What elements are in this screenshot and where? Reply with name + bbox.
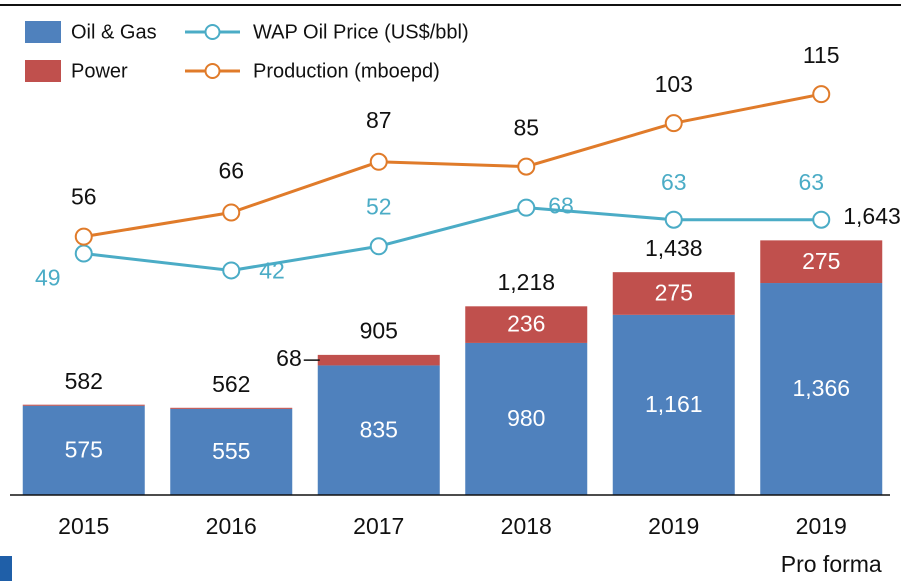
legend-swatch (25, 21, 61, 43)
line-series (83, 206, 822, 272)
x-tick-label: 2017 (353, 513, 404, 539)
bar-value-label: 1,366 (792, 375, 850, 401)
legend-label: WAP Oil Price (US$/bbl) (253, 21, 469, 43)
line-marker (369, 237, 388, 256)
x-tick-label: 2019 (648, 513, 699, 539)
line-marker (369, 152, 388, 171)
bar-segment (22, 404, 145, 406)
bar-segment (170, 407, 293, 409)
bar-segment (465, 342, 588, 495)
line-value-label: 63 (798, 169, 824, 195)
line-marker (222, 203, 241, 222)
x-tick-label: 2019 (796, 513, 847, 539)
total-label: 582 (65, 368, 103, 394)
line-value-label: 115 (803, 42, 840, 68)
legend-label: Power (71, 60, 128, 82)
total-label: 905 (360, 318, 398, 344)
total-label: 1,438 (645, 235, 703, 261)
total-label: 1,218 (497, 269, 555, 295)
x-tick-sublabel: Pro forma (781, 551, 882, 577)
line-marker (812, 85, 831, 104)
line-value-label: 42 (259, 258, 285, 284)
line-value-label: 56 (71, 184, 97, 210)
bar-value-label: 236 (507, 311, 545, 337)
bar-value-label: 1,161 (645, 391, 703, 417)
line-value-label: 52 (366, 193, 392, 219)
corner-mark (0, 556, 12, 581)
line-value-label: 63 (661, 169, 687, 195)
line-marker (664, 114, 683, 133)
line-value-label: 103 (655, 71, 693, 97)
bar-segment (612, 272, 735, 315)
line-value-label: 87 (366, 107, 392, 133)
bar-value-label: 275 (802, 248, 840, 274)
line-value-label: 68 (548, 193, 574, 219)
line-marker (812, 210, 831, 229)
bar-value-label: 575 (65, 436, 103, 462)
line-marker (517, 157, 536, 176)
bar-value-label: 68 (276, 345, 302, 371)
bar-value-label: 980 (507, 405, 545, 431)
line-marker (222, 261, 241, 280)
legend-swatch (25, 60, 61, 82)
bar-segment (170, 408, 293, 495)
bar-value-label: 275 (655, 280, 693, 306)
line-value-label: 49 (35, 265, 61, 291)
legend-marker (204, 63, 221, 79)
bar-segment (760, 283, 883, 495)
legend-marker (204, 24, 221, 40)
x-tick-label: 2016 (206, 513, 257, 539)
bar-segment (317, 365, 440, 495)
bar-segment (612, 314, 735, 495)
bar-value-label: 555 (212, 438, 250, 464)
total-label: 1,643 (843, 203, 901, 229)
bar-segment (760, 240, 883, 284)
x-tick-label: 2018 (501, 513, 552, 539)
bar-segment (317, 354, 440, 366)
line-value-label: 66 (218, 158, 244, 184)
total-label: 562 (212, 371, 250, 397)
legend-label: Production (mboepd) (253, 60, 440, 82)
x-tick-label: 2015 (58, 513, 109, 539)
bar-segment (465, 306, 588, 343)
line-marker (74, 227, 93, 246)
line-series (83, 92, 822, 239)
legend-label: Oil & Gas (71, 21, 157, 43)
bar-segment (22, 405, 145, 495)
line-value-label: 85 (513, 115, 539, 141)
line-marker (664, 210, 683, 229)
bar-value-label: 835 (360, 416, 398, 442)
line-marker (74, 244, 93, 263)
line-marker (517, 198, 536, 217)
